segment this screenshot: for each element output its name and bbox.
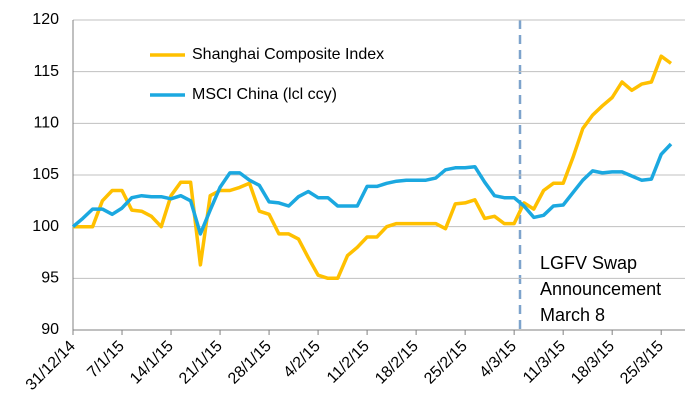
y-tick-label: 90: [41, 321, 59, 338]
y-tick-label: 120: [32, 11, 59, 28]
annotation: Announcement: [540, 279, 661, 299]
series-line: [73, 54, 673, 281]
y-tick-label: 100: [32, 218, 59, 235]
x-tick-label: 18/2/15: [372, 338, 422, 388]
y-tick-label: 110: [33, 115, 59, 132]
x-tick-label: 21/1/15: [176, 338, 226, 388]
x-tick-label: 14/1/15: [127, 338, 177, 388]
annotation: LGFV Swap: [540, 253, 637, 273]
plot: 90 95 100 105 110 115 120 31/12/14 7/1/15 14/1/15…: [23, 11, 685, 394]
y-tick-label: 95: [41, 270, 59, 287]
x-tick-label: 11/3/15: [520, 338, 569, 387]
series-line: [71, 142, 673, 236]
legend-label: MSCI China (lcl ccy): [192, 86, 337, 103]
x-tick-label: 25/3/15: [617, 338, 667, 388]
x-tick-label: 4/3/15: [476, 338, 520, 382]
x-tick-label: 4/2/15: [280, 338, 324, 382]
x-tick-label: 28/1/15: [225, 338, 275, 388]
y-tick-label: 105: [32, 166, 59, 183]
x-tick-label: 18/3/15: [568, 338, 618, 388]
x-tick-label: 7/1/15: [84, 338, 128, 382]
y-tick-label: 115: [33, 63, 59, 80]
annotation-bg: [533, 250, 683, 328]
annotation: March 8: [540, 305, 605, 325]
x-tick-label: 11/2/15: [324, 338, 373, 387]
legend-label: Shanghai Composite Index: [192, 46, 384, 63]
x-tick-label: 25/2/15: [421, 338, 471, 388]
x-tick-label: 31/12/14: [23, 338, 79, 394]
